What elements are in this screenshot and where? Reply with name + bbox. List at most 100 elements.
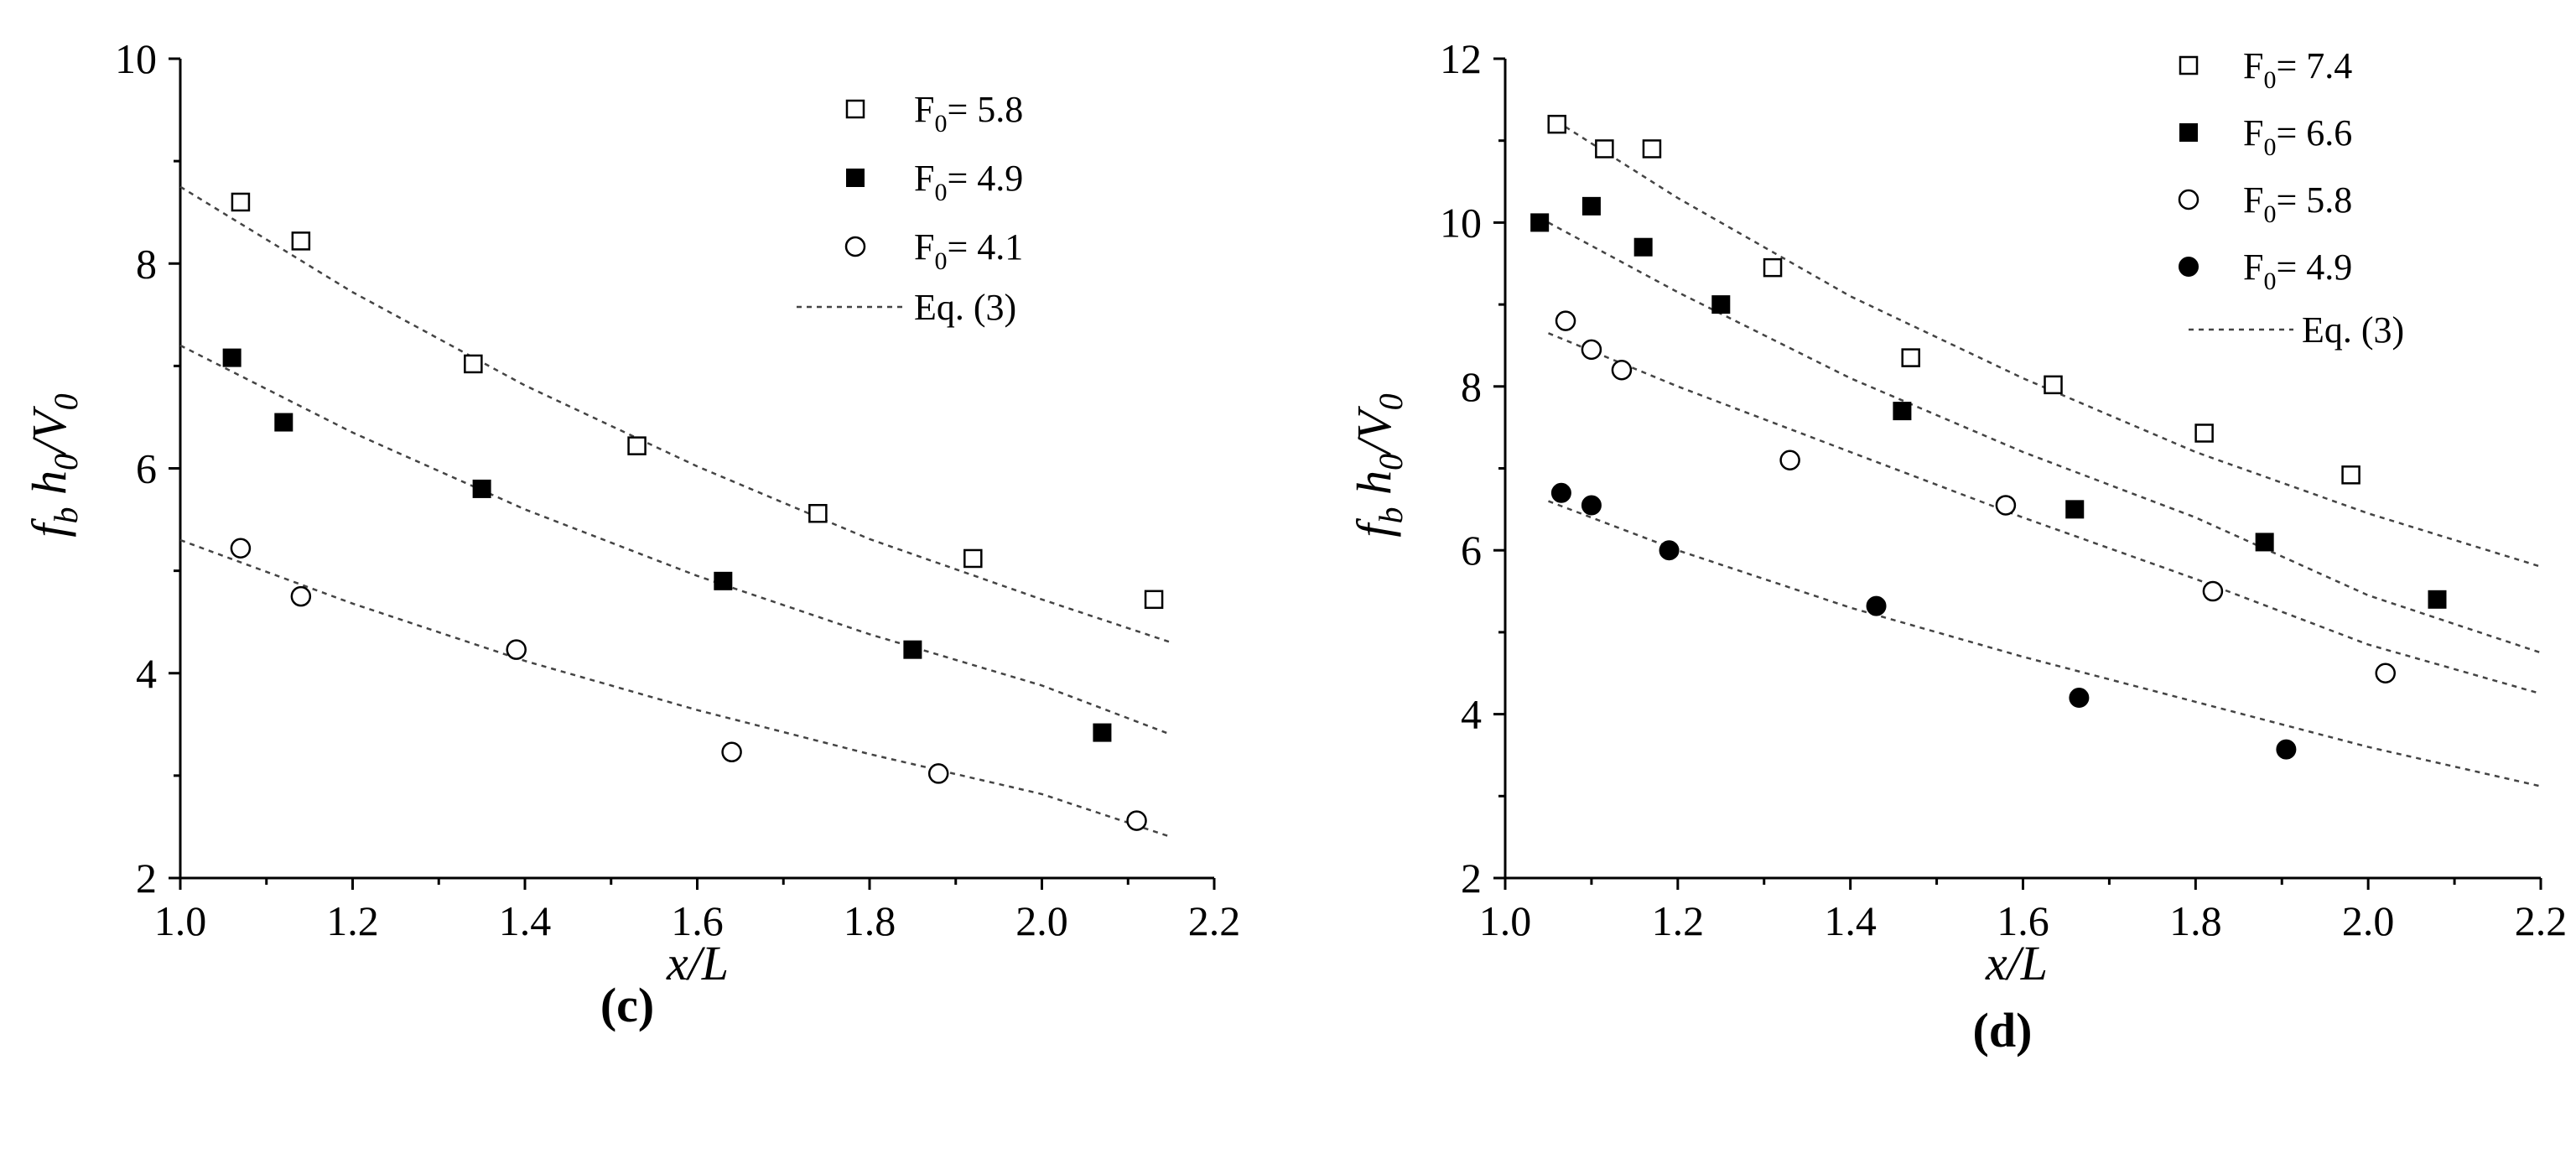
y-tick-label: 8 bbox=[136, 240, 157, 287]
data-point bbox=[1779, 449, 1800, 470]
y-tick-label: 12 bbox=[1440, 35, 1482, 82]
data-point bbox=[1642, 139, 1662, 158]
legend-label: F0= 4.9 bbox=[914, 158, 1023, 206]
data-point bbox=[1581, 495, 1602, 516]
legend-label: F0= 5.8 bbox=[914, 89, 1023, 138]
y-tick-label: 6 bbox=[136, 445, 157, 492]
x-axis-title: x/L bbox=[1985, 936, 2048, 990]
data-point bbox=[2276, 739, 2297, 760]
legend-fit-label: Eq. (3) bbox=[914, 287, 1016, 328]
data-point bbox=[1093, 723, 1112, 742]
data-point bbox=[464, 354, 483, 374]
data-point bbox=[230, 538, 252, 559]
data-point bbox=[721, 741, 742, 763]
data-point bbox=[927, 763, 949, 784]
data-point bbox=[291, 231, 311, 251]
data-point bbox=[714, 571, 733, 590]
data-point bbox=[2341, 465, 2360, 485]
legend-label: F0= 5.8 bbox=[2243, 179, 2352, 228]
x-tick-label: 1.2 bbox=[1652, 897, 1705, 944]
data-point bbox=[1547, 114, 1566, 134]
data-point bbox=[274, 413, 293, 432]
legend-marker bbox=[2179, 123, 2198, 142]
fit-line bbox=[1548, 500, 2542, 787]
x-tick-label: 1.8 bbox=[2169, 897, 2222, 944]
data-point bbox=[1659, 540, 1680, 561]
data-point bbox=[231, 192, 251, 212]
data-point bbox=[1611, 360, 1633, 381]
data-point bbox=[1530, 213, 1550, 232]
x-tick-label: 1.8 bbox=[844, 897, 896, 944]
legend-fit-label: Eq. (3) bbox=[2302, 309, 2404, 351]
data-point bbox=[2065, 500, 2085, 519]
legend-marker bbox=[2178, 189, 2199, 210]
data-point bbox=[2202, 580, 2224, 602]
fit-line bbox=[1548, 332, 2542, 695]
data-point bbox=[903, 640, 922, 659]
y-tick-label: 10 bbox=[1440, 199, 1482, 246]
data-point bbox=[1893, 402, 1912, 421]
data-point bbox=[1581, 196, 1601, 216]
y-tick-label: 8 bbox=[1461, 363, 1482, 410]
x-tick-label: 1.0 bbox=[154, 897, 207, 944]
data-point bbox=[1711, 295, 1731, 314]
panel-label: (c) bbox=[600, 978, 654, 1032]
legend-label: F0= 4.9 bbox=[2243, 247, 2352, 295]
y-tick-label: 4 bbox=[136, 650, 157, 697]
data-point bbox=[2255, 533, 2274, 552]
data-point bbox=[1581, 339, 1602, 361]
data-point bbox=[1555, 310, 1576, 331]
data-point bbox=[472, 479, 491, 498]
panel-label: (d) bbox=[1973, 1003, 2033, 1057]
legend-label: F0= 7.4 bbox=[2243, 45, 2352, 94]
data-point bbox=[2044, 375, 2063, 395]
y-tick-label: 2 bbox=[1461, 855, 1482, 902]
x-axis-title: x/L bbox=[666, 936, 729, 990]
data-point bbox=[2428, 590, 2447, 609]
x-tick-label: 2.2 bbox=[2515, 897, 2568, 944]
data-point bbox=[963, 548, 983, 569]
fit-line bbox=[179, 538, 1171, 839]
data-point bbox=[290, 585, 312, 607]
legend-marker bbox=[2179, 257, 2199, 277]
y-tick-label: 4 bbox=[1461, 691, 1482, 738]
data-point bbox=[2194, 424, 2214, 443]
panel-c: 1.0 1.2 1.4 1.6 1.8 2.0 2.2 2 4 6 8 10 fb h0/V0 x/L F0… bbox=[22, 35, 1240, 1032]
x-tick-label: 2.0 bbox=[1015, 897, 1068, 944]
legend-marker bbox=[2179, 55, 2199, 75]
fit-line bbox=[1547, 221, 2542, 654]
data-point bbox=[1595, 139, 1614, 158]
legend-marker bbox=[844, 236, 866, 257]
data-point bbox=[1633, 237, 1653, 257]
legend-label: F0= 4.1 bbox=[914, 226, 1023, 275]
x-tick-label: 1.4 bbox=[499, 897, 552, 944]
legend-marker bbox=[845, 99, 865, 119]
y-tick-label: 6 bbox=[1461, 527, 1482, 574]
y-tick-label: 10 bbox=[115, 35, 157, 82]
data-point bbox=[627, 436, 647, 455]
data-point bbox=[1763, 257, 1783, 278]
fit-line bbox=[1547, 115, 2542, 568]
x-tick-label: 1.0 bbox=[1479, 897, 1532, 944]
fit-line bbox=[179, 344, 1172, 736]
panel-d: 1.0 1.2 1.4 1.6 1.8 2.0 2.2 2 4 6 8 10 12 fb h0/V0 x/L… bbox=[1347, 35, 2567, 1057]
data-point bbox=[808, 503, 828, 523]
x-tick-label: 2.0 bbox=[2342, 897, 2395, 944]
data-point bbox=[1995, 495, 2017, 516]
data-point bbox=[1144, 590, 1164, 610]
x-tick-label: 1.6 bbox=[671, 897, 724, 944]
x-tick-label: 1.4 bbox=[1824, 897, 1877, 944]
data-point bbox=[1126, 810, 1147, 831]
data-point bbox=[2375, 663, 2396, 683]
legend-label: F0= 6.6 bbox=[2243, 112, 2352, 161]
data-point bbox=[222, 348, 242, 367]
data-point bbox=[1550, 482, 1571, 503]
y-axis-title: fb h0/V0 bbox=[1347, 393, 1410, 537]
data-point bbox=[1901, 348, 1920, 367]
y-axis-title: fb h0/V0 bbox=[22, 393, 85, 537]
fit-line bbox=[179, 185, 1171, 644]
x-tick-label: 2.2 bbox=[1188, 897, 1241, 944]
data-point bbox=[506, 639, 527, 660]
data-point bbox=[1866, 595, 1887, 616]
